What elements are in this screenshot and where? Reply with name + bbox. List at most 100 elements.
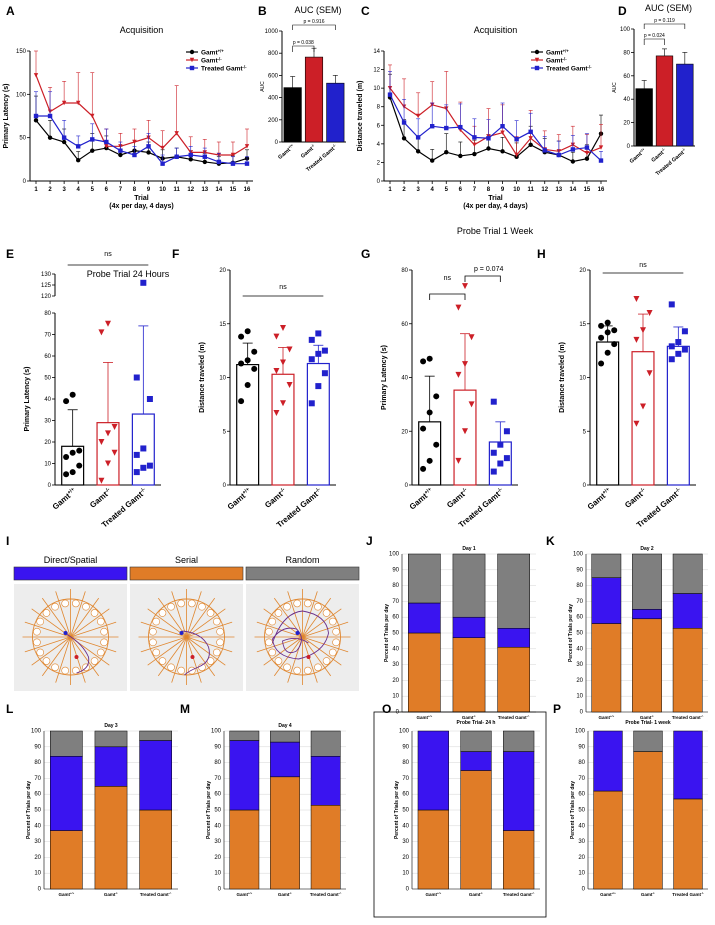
panel-h-y-tick-label: 5: [583, 429, 587, 435]
panel-letter-p: P: [553, 702, 561, 716]
panel-g-p-value: p = 0.074: [474, 266, 503, 273]
panel-a-data-point: [90, 113, 95, 119]
panel-f-data-point: [308, 336, 315, 343]
panel-m-y-tick-label: 100: [211, 729, 222, 735]
panel-h-data-point: [633, 420, 640, 427]
panel-h-data-point: [681, 328, 688, 335]
maze-hole: [177, 666, 185, 675]
panel-j-title: Day 1: [462, 546, 476, 552]
panel-e-data-point: [69, 391, 76, 398]
maze-spoke: [186, 636, 216, 677]
panel-p-y-tick-label: 10: [578, 871, 585, 877]
panel-h-data-point: [633, 336, 640, 343]
maze-rim: [148, 598, 225, 676]
panel-c-data-point: [472, 151, 477, 157]
panel-d-y-tick-label: 80: [623, 50, 630, 56]
panel-letter-a: A: [6, 4, 15, 18]
panel-b-y-tick-label: 600: [268, 73, 279, 79]
panel-h-data-point: [681, 346, 688, 353]
maze-spoke: [147, 636, 187, 666]
panel-c-data-point: [500, 130, 505, 135]
panel-e-y-tick-label: 60: [44, 354, 51, 360]
maze-hole: [61, 666, 69, 675]
panel-l-y-tick-label: 90: [34, 744, 41, 750]
panel-b-bar: [304, 56, 324, 143]
maze-hole: [304, 599, 312, 608]
panel-f-data-point: [273, 333, 280, 340]
panel-a-legend-label: Treated Gamt-/-: [201, 64, 247, 73]
panel-f-data-point: [321, 370, 328, 377]
panel-g-data-point: [462, 361, 468, 368]
panel-c-y-tick-label: 14: [373, 49, 380, 55]
maze-hole: [36, 617, 45, 626]
panel-e-data-point: [140, 279, 147, 286]
panel-c-data-point: [528, 129, 533, 134]
panel-a-ylabel: Primary Latency (s): [3, 84, 10, 149]
panel-g-data-point: [420, 465, 427, 472]
maze-spoke: [55, 591, 71, 638]
maze-hole: [265, 638, 273, 647]
panel-h-ylabel: Distance traveled (m): [559, 342, 566, 413]
maze-spoke: [256, 636, 303, 653]
panel-m-serial-segment: [229, 809, 260, 890]
panel-d-x-tick-label: Gamt+/+: [628, 147, 647, 165]
strategy-label-0: Direct/Spatial: [44, 555, 98, 565]
maze-hole: [33, 627, 41, 636]
maze-2: [254, 589, 351, 685]
panel-o-serial-segment: [417, 809, 449, 890]
panel-c-data-point: [415, 113, 421, 119]
panel-e-x-tick-label: Gamt+/+: [51, 487, 78, 512]
panel-o-serial-segment: [503, 830, 535, 890]
panel-f-y-tick-label: 10: [219, 376, 226, 382]
maze-hole: [149, 638, 157, 647]
panel-a-series-line: [35, 75, 248, 156]
panel-g-y-tick-label: 80: [401, 268, 408, 274]
panel-j-y-tick-label: 90: [392, 567, 399, 573]
maze-spoke: [24, 621, 71, 638]
panel-o-y-tick-label: 0: [406, 887, 410, 893]
panel-f-data-point: [238, 398, 245, 405]
panel-c-data-point: [486, 136, 491, 141]
panel-e-data-point: [111, 449, 118, 456]
panel-g-x-tick-label: Gamt+/+: [408, 487, 435, 512]
maze-spoke: [157, 636, 187, 677]
panel-a-data-point: [61, 135, 67, 140]
maze-hole: [82, 602, 90, 611]
panel-k-y-tick-label: 70: [576, 599, 583, 605]
panel-c-data-point: [598, 145, 604, 150]
maze-hole: [188, 599, 196, 608]
panel-letter-l: L: [6, 702, 13, 716]
maze-hole: [152, 617, 161, 626]
panel-a-data-point: [230, 152, 236, 158]
panel-c-data-point: [458, 124, 463, 130]
panel-c-x-tick-label: 8: [487, 187, 491, 193]
panel-p-y-tick-label: 0: [582, 887, 586, 893]
panel-g-data-point: [490, 398, 497, 405]
panel-h-data-point: [640, 403, 646, 410]
panel-f-data-point: [273, 409, 280, 416]
panel-m-y-tick-label: 60: [214, 792, 221, 798]
panel-h-data-point: [668, 343, 675, 350]
panel-p-directspatial-segment: [673, 730, 703, 800]
maze-spoke: [302, 636, 318, 683]
panel-g-data-point: [420, 358, 427, 365]
panel-c-legend-marker: [534, 49, 540, 55]
panel-c-x-tick-label: 16: [598, 187, 605, 193]
panel-j-directspatial-segment: [408, 602, 441, 634]
panel-a-data-point: [33, 118, 39, 123]
panel-c-data-point: [584, 145, 590, 150]
panel-f-data-point: [238, 333, 245, 340]
maze-hole: [322, 609, 331, 617]
panel-a-data-point: [76, 144, 81, 149]
panel-e-y-tick-label: 50: [44, 376, 51, 382]
maze-spoke: [55, 636, 71, 683]
panel-a-data-point: [104, 144, 109, 149]
panel-f-data-point: [244, 357, 251, 364]
maze-spoke: [41, 597, 71, 638]
panel-c-data-point: [401, 136, 407, 141]
panel-o-y-tick-label: 60: [402, 792, 409, 798]
panel-a-data-point: [202, 159, 207, 165]
panel-f-ylabel: Distance traveled (m): [199, 342, 206, 413]
panel-e-y-tick-label: 40: [44, 397, 51, 403]
